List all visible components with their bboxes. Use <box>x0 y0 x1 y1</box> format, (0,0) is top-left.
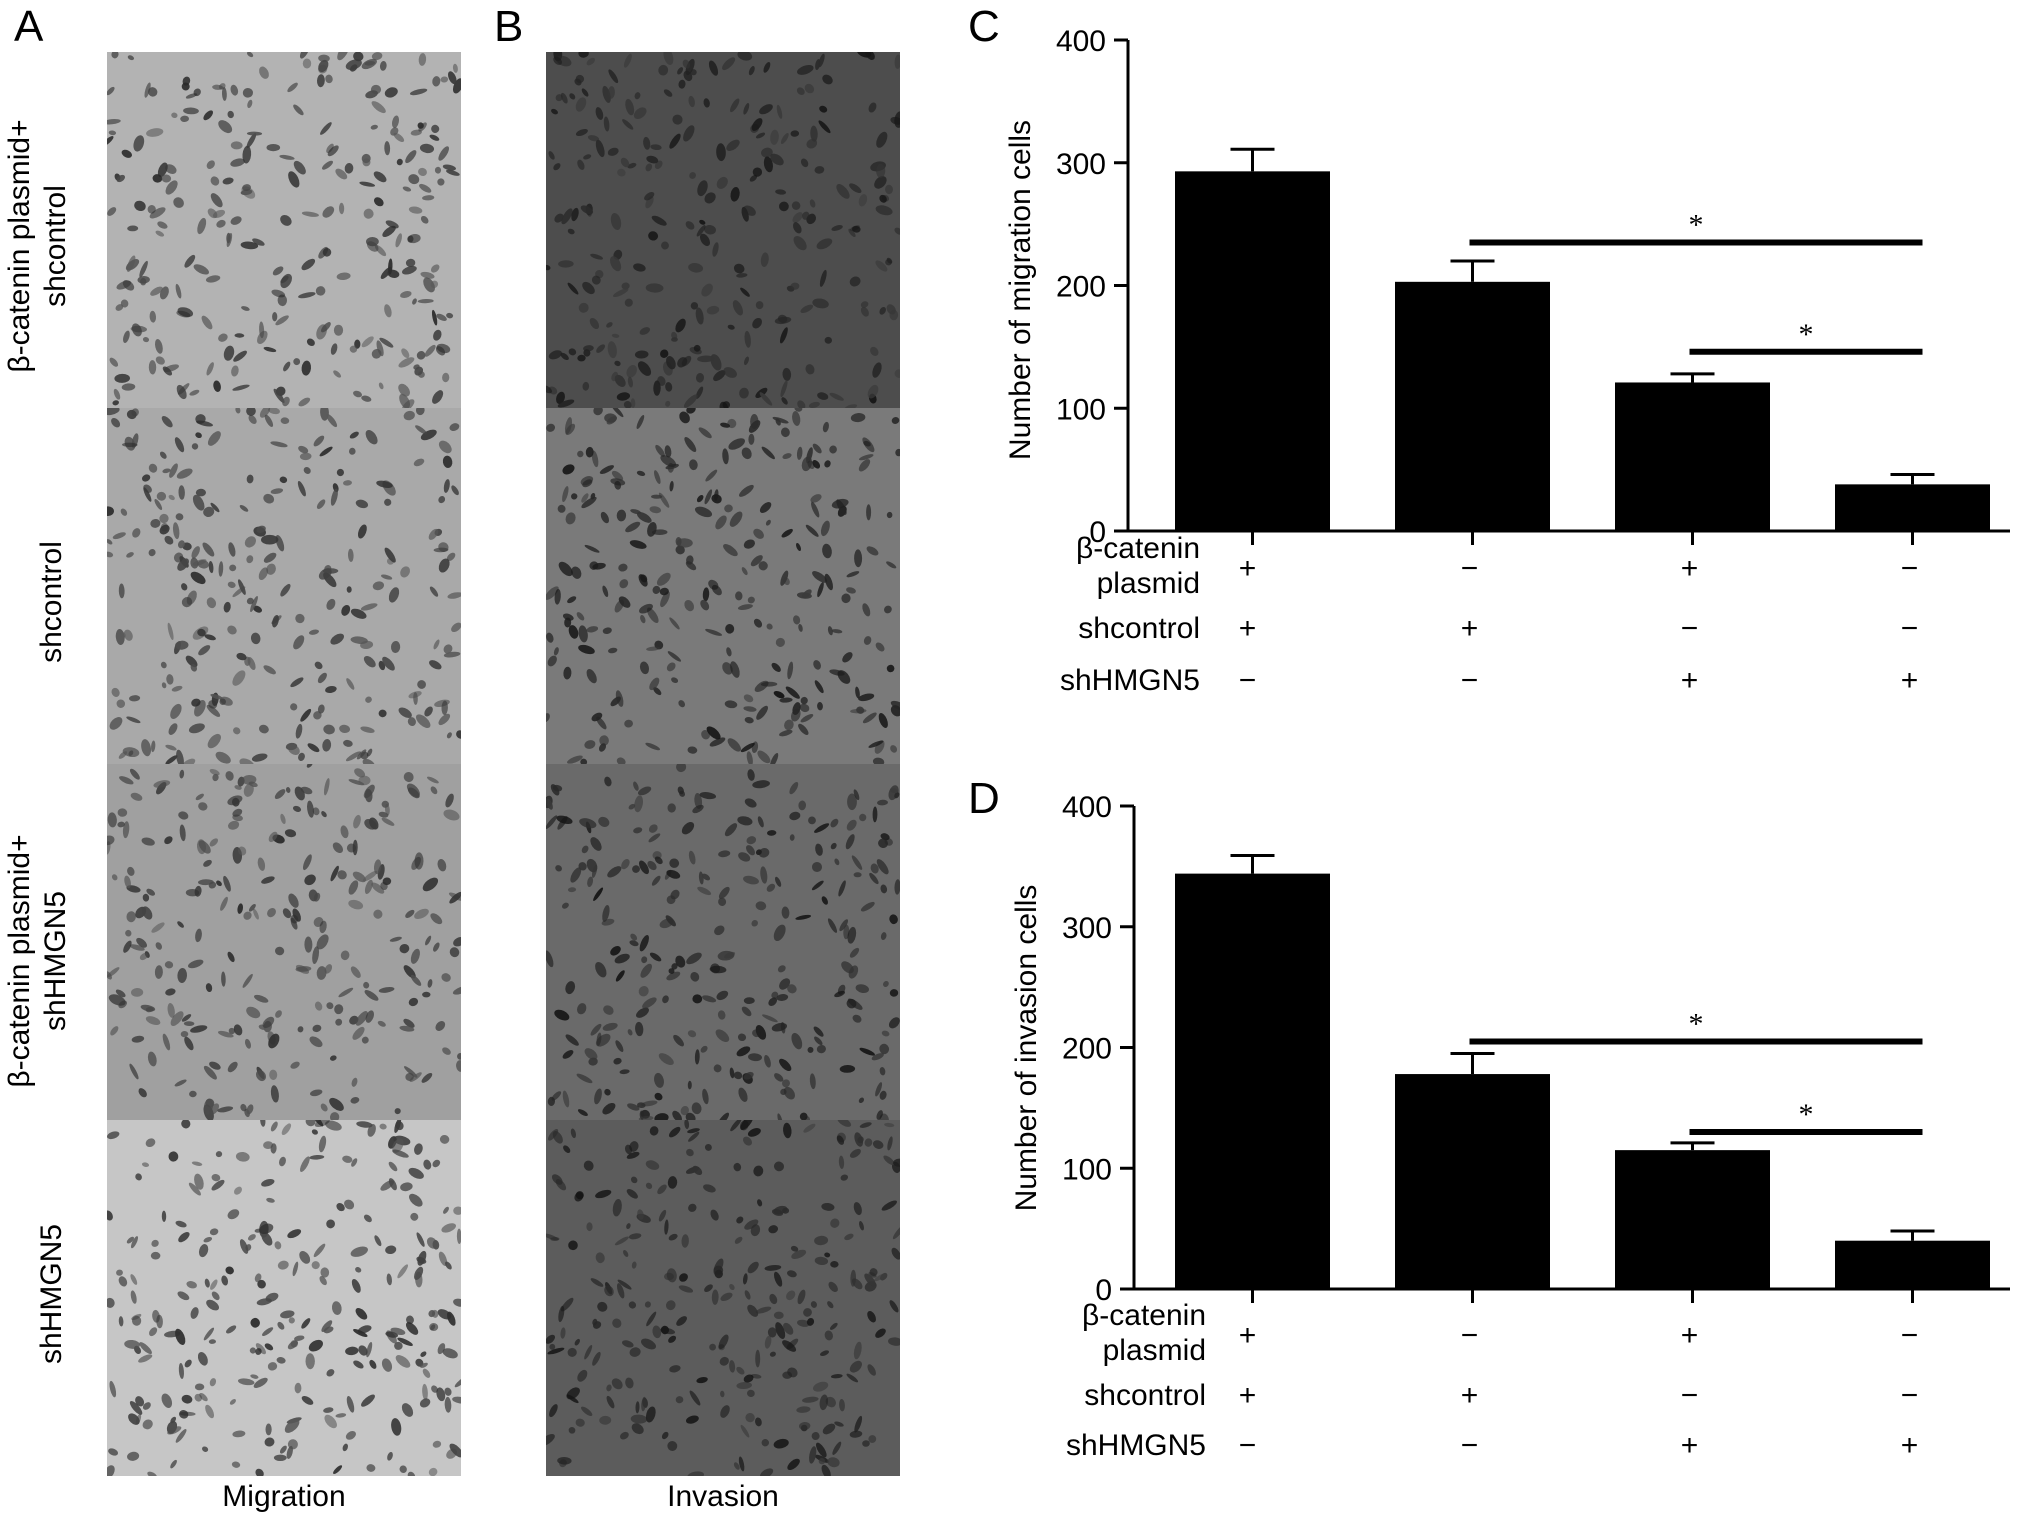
chart-d-sig-star-1: * <box>1689 1007 1704 1040</box>
chart-d-cond-row-3-sign-4: + <box>1901 1429 1919 1462</box>
chart-c-ytick-label-3: 300 <box>1056 148 1106 181</box>
chart-c-sig-star-1: * <box>1689 209 1704 242</box>
chart-d-ytick-label-2: 200 <box>1062 1033 1112 1066</box>
chart-c-cond-row-1-label-1: β-catenin <box>1076 532 1200 565</box>
invasion-tile-2 <box>546 408 900 764</box>
chart-c-cond-row-3-label-1: shHMGN5 <box>1060 664 1200 697</box>
chart-d-ytick-label-0: 0 <box>1095 1274 1112 1307</box>
invasion-tile-3 <box>546 764 900 1120</box>
chart-d-cond-row-1-sign-4: − <box>1901 1319 1919 1352</box>
panel-c-letter: C <box>968 2 1000 51</box>
chart-d-cond-row-1-label-1: β-catenin <box>1082 1299 1206 1332</box>
chart-c-cond-row-3-sign-1: − <box>1239 664 1257 697</box>
chart-d-cond-row-1-sign-1: + <box>1239 1319 1257 1352</box>
chart-c-cond-row-1-sign-2: − <box>1461 552 1479 585</box>
chart-c-cond-row-3-sign-3: + <box>1681 664 1699 697</box>
chart-c-cond-row-2-sign-2: + <box>1461 612 1479 645</box>
chart-c-sig-star-2: * <box>1799 318 1814 351</box>
chart-c-cond-row-1-sign-3: + <box>1681 552 1699 585</box>
chart-c-ylabel: Number of migration cells <box>1004 120 1037 460</box>
chart-c-cond-row-2-sign-4: − <box>1901 612 1919 645</box>
chart-d-cond-row-2-label-1: shcontrol <box>1084 1379 1206 1412</box>
migration-tile-1 <box>107 52 461 408</box>
invasion-image-column <box>546 52 900 1476</box>
chart-c-bar-1 <box>1175 171 1330 531</box>
chart-c-ytick-label-2: 200 <box>1056 271 1106 304</box>
chart-d-cond-row-2-sign-3: − <box>1681 1379 1699 1412</box>
chart-c-bar-4 <box>1835 484 1990 531</box>
chart-d-sig-star-2: * <box>1799 1098 1814 1131</box>
chart-d-cond-row-2-sign-1: + <box>1239 1379 1257 1412</box>
panel-a-letter: A <box>14 2 44 51</box>
invasion-caption: Invasion <box>667 1480 779 1513</box>
invasion-tile-1 <box>546 52 900 408</box>
migration-caption: Migration <box>222 1480 346 1513</box>
chart-d-ylabel: Number of invasion cells <box>1010 885 1043 1212</box>
chart-c-cond-row-3-sign-4: + <box>1901 664 1919 697</box>
chart-d-bar-1 <box>1175 873 1330 1289</box>
chart-d-bar-4 <box>1835 1240 1990 1289</box>
migration-tile-2 <box>107 408 461 764</box>
chart-d-cond-row-2-sign-2: + <box>1461 1379 1479 1412</box>
invasion-tile-4 <box>546 1120 900 1476</box>
chart-d-cond-row-3-sign-1: − <box>1239 1429 1257 1462</box>
chart-c-bar-3 <box>1615 382 1770 531</box>
chart-d-ytick-label-1: 100 <box>1062 1153 1112 1186</box>
chart-c-bar-2 <box>1395 281 1550 531</box>
chart-c-cond-row-2-label-1: shcontrol <box>1078 612 1200 645</box>
chart-c-cond-row-2-sign-1: + <box>1239 612 1257 645</box>
chart-d-bar-3 <box>1615 1150 1770 1289</box>
chart-d-ytick-label-3: 300 <box>1062 912 1112 945</box>
chart-c-cond-row-3-sign-2: − <box>1461 664 1479 697</box>
chart-c-cond-row-1-label-2: plasmid <box>1097 567 1200 600</box>
chart-d-ytick-label-4: 400 <box>1062 791 1112 824</box>
chart-d-cond-row-2-sign-4: − <box>1901 1379 1919 1412</box>
chart-d-cond-row-1-sign-3: + <box>1681 1319 1699 1352</box>
migration-tile-3 <box>107 764 461 1120</box>
panel-b-letter: B <box>494 2 524 51</box>
panel-d-letter: D <box>968 774 1000 823</box>
chart-c-ytick-label-1: 100 <box>1056 393 1106 426</box>
chart-c-cond-row-1-sign-4: − <box>1901 552 1919 585</box>
migration-image-column <box>107 52 461 1476</box>
chart-c-ytick-label-0: 0 <box>1089 516 1106 549</box>
chart-c-cond-row-1-sign-1: + <box>1239 552 1257 585</box>
chart-d-cond-row-3-sign-3: + <box>1681 1429 1699 1462</box>
migration-tile-4 <box>107 1120 461 1476</box>
chart-d-bar-2 <box>1395 1074 1550 1289</box>
chart-d-cond-row-1-sign-2: − <box>1461 1319 1479 1352</box>
chart-d-cond-row-1-label-2: plasmid <box>1103 1334 1206 1367</box>
chart-d-cond-row-3-sign-2: − <box>1461 1429 1479 1462</box>
chart-d-cond-row-3-label-1: shHMGN5 <box>1066 1429 1206 1462</box>
chart-c-ytick-label-4: 400 <box>1056 25 1106 58</box>
chart-c-cond-row-2-sign-3: − <box>1681 612 1699 645</box>
